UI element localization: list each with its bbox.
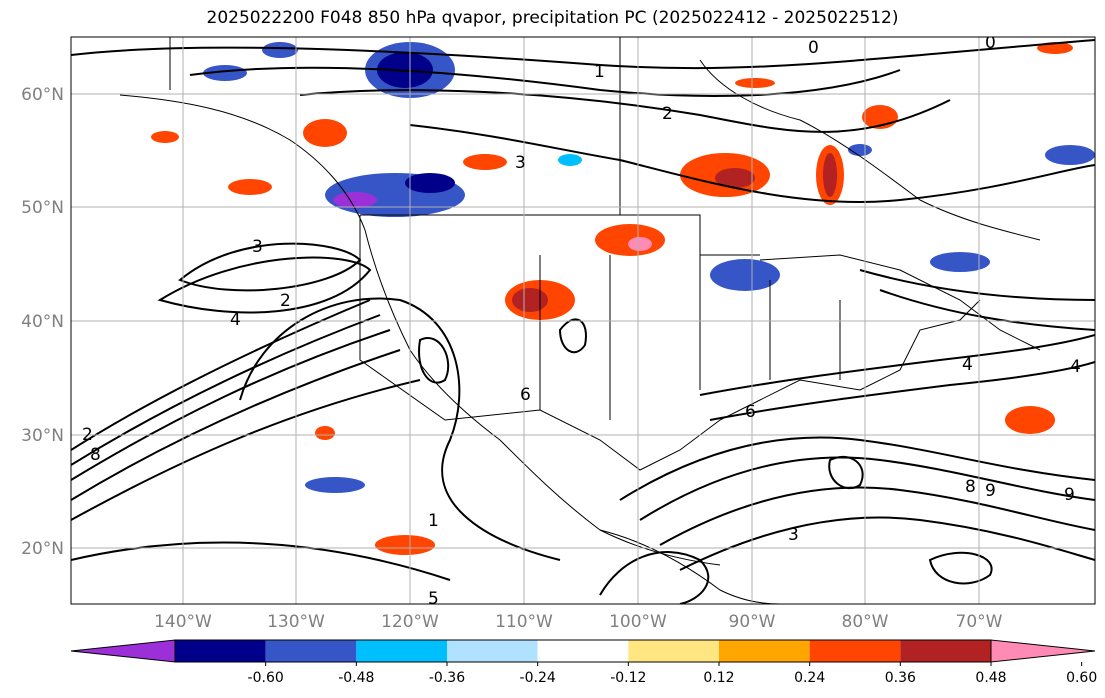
precip-blob-positive: [151, 131, 179, 143]
figure-title: 2025022200 F048 850 hPa qvapor, precipit…: [206, 8, 899, 28]
contour-label: 2: [280, 291, 291, 311]
lon-label: 80°W: [842, 612, 889, 632]
precip-blob-weak-negative: [848, 144, 872, 156]
precip-blob-positive: [463, 154, 507, 170]
contour-label: 3: [788, 525, 799, 545]
precip-blob-strong-positive: [823, 153, 837, 197]
latitude-labels: 60°N 50°N 40°N 30°N 20°N: [21, 85, 64, 559]
colorbar-extend-min: [70, 639, 176, 663]
precip-blob-positive: [375, 535, 435, 555]
lon-label: 70°W: [956, 612, 1003, 632]
contour-label: 6: [520, 385, 531, 405]
precip-blob-positive: [315, 426, 335, 440]
precip-blob-negative: [930, 252, 990, 272]
lon-label: 110°W: [495, 612, 553, 632]
lat-label: 60°N: [21, 85, 64, 105]
precip-blob-negative: [1045, 145, 1095, 165]
precip-blob-strong-positive: [512, 288, 548, 312]
contour-label: 1: [594, 62, 605, 82]
contour-label: 1: [428, 511, 439, 531]
qvapor-contours: [71, 39, 1095, 604]
colorbar-segment: [447, 640, 538, 662]
contour-label: 3: [252, 237, 263, 257]
precip-blob-max: [628, 237, 652, 251]
colorbar-segment: [809, 640, 901, 662]
precip-blob-positive: [1005, 406, 1055, 434]
contour-labels: 0 0 1 2 3 3 2 4 4 4 6 1 5 6 8 9 9 8 2 3: [82, 33, 1081, 609]
colorbar-tick-label: 0.60: [1066, 670, 1097, 686]
contour-label: 0: [985, 33, 996, 53]
precip-blob-negative: [305, 477, 365, 493]
colorbar-segment: [628, 640, 719, 662]
colorbar-tick-label: -0.60: [248, 670, 284, 686]
precip-blob-negative: [710, 259, 780, 291]
map-frame: [70, 36, 1096, 605]
precip-blob-weak-negative: [558, 154, 582, 166]
lat-label: 50°N: [21, 198, 64, 218]
contour-label: 8: [90, 445, 101, 465]
lon-label: 100°W: [609, 612, 667, 632]
colorbar-tick-label: -0.12: [610, 670, 646, 686]
contour-label: 4: [1070, 357, 1081, 377]
colorbar-tick-label: -0.24: [520, 670, 556, 686]
colorbar: -0.60 -0.48 -0.36 -0.24 -0.12 0.12 0.24 0.36 0.4…: [70, 639, 1097, 686]
lat-label: 20°N: [21, 539, 64, 559]
contour-label: 9: [985, 481, 996, 501]
contour-label: 2: [662, 104, 673, 124]
contour-label: 9: [1064, 485, 1075, 505]
lat-label: 40°N: [21, 312, 64, 332]
precip-blob-strong-negative: [405, 173, 455, 193]
contour-label: 0: [808, 38, 819, 58]
gridlines: [71, 37, 1095, 604]
precip-blob-positive: [735, 78, 775, 88]
colorbar-segment: [537, 640, 629, 662]
contour-label: 3: [515, 153, 526, 173]
colorbar-segment: [900, 640, 991, 662]
contour-label: 5: [428, 589, 439, 609]
colorbar-segment: [719, 640, 810, 662]
contour-label: 8: [965, 477, 976, 497]
lon-label: 90°W: [729, 612, 776, 632]
precip-blob-positive: [303, 119, 347, 147]
colorbar-tick-label: 0.36: [885, 670, 916, 686]
longitude-labels: 140°W 130°W 120°W 110°W 100°W 90°W 80°W …: [154, 612, 1003, 632]
precip-blob-negative: [262, 42, 298, 58]
precip-blob-strong-positive: [715, 168, 755, 188]
precip-shading: [151, 42, 1095, 555]
colorbar-tick-label: 0.48: [975, 670, 1006, 686]
contour-label: 2: [82, 425, 93, 445]
lon-label: 140°W: [154, 612, 212, 632]
colorbar-tick-label: -0.48: [338, 670, 374, 686]
colorbar-extend-max: [990, 639, 1096, 663]
contour-label: 4: [230, 310, 241, 330]
colorbar-tick-label: 0.24: [794, 670, 825, 686]
colorbar-tick-label: -0.36: [429, 670, 465, 686]
precip-blob-min: [333, 192, 377, 208]
contour-label: 4: [962, 355, 973, 375]
lat-label: 30°N: [21, 426, 64, 446]
precip-blob-positive: [228, 179, 272, 195]
precip-blob-positive: [595, 224, 665, 256]
colorbar-segment: [265, 640, 357, 662]
colorbar-segment: [175, 640, 266, 662]
precip-blob-negative: [203, 65, 247, 81]
lon-label: 130°W: [267, 612, 325, 632]
colorbar-segment: [356, 640, 447, 662]
contour-label: 6: [745, 402, 756, 422]
colorbar-outline: [174, 639, 992, 663]
colorbar-tick-label: 0.12: [703, 670, 734, 686]
lon-label: 120°W: [381, 612, 439, 632]
